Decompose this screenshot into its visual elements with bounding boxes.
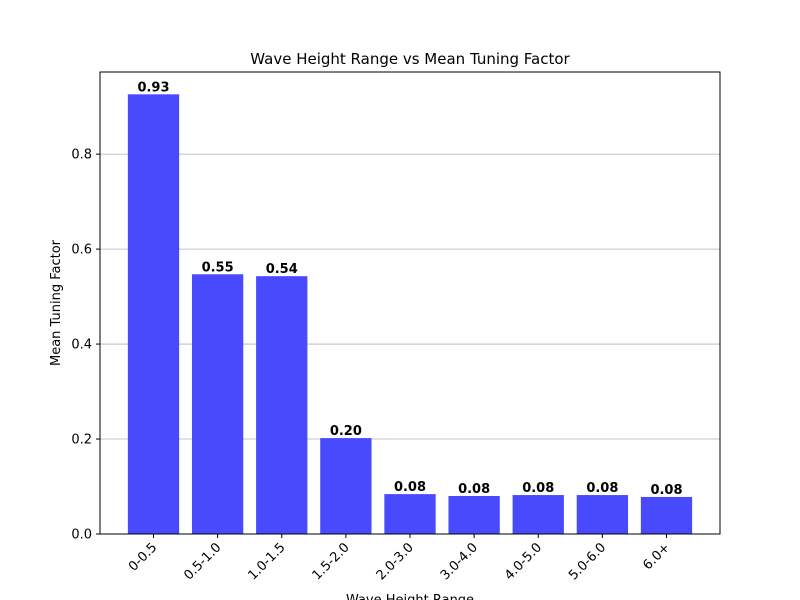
- y-tick-label: 0.2: [71, 433, 92, 448]
- y-axis-label: Mean Tuning Factor: [49, 239, 64, 366]
- data-label: 0.08: [650, 483, 682, 498]
- data-label: 0.20: [330, 424, 362, 439]
- data-label: 0.93: [137, 80, 169, 95]
- y-tick-label: 0.8: [71, 148, 92, 163]
- plot-frame: [99, 71, 721, 535]
- bar: [127, 94, 180, 535]
- bar: [384, 494, 436, 534]
- bar: [448, 496, 500, 534]
- bar: [320, 438, 372, 534]
- data-label: 0.54: [266, 262, 298, 277]
- bar: [640, 496, 693, 534]
- y-tick-label: 0.4: [71, 338, 92, 353]
- bar: [256, 276, 308, 534]
- data-label: 0.08: [394, 480, 426, 495]
- chart-title: Wave Height Range vs Mean Tuning Factor: [250, 50, 570, 68]
- data-label: 0.08: [522, 481, 554, 496]
- data-label: 0.55: [202, 260, 234, 275]
- bar: [191, 274, 244, 534]
- y-tick-label: 0.0: [71, 528, 92, 543]
- bar: [512, 495, 564, 534]
- y-tick-label: 0.6: [71, 243, 92, 258]
- bar: [576, 495, 629, 534]
- data-label: 0.08: [458, 482, 490, 497]
- data-label: 0.08: [586, 481, 618, 496]
- x-axis-label: Wave Height Range: [346, 593, 474, 600]
